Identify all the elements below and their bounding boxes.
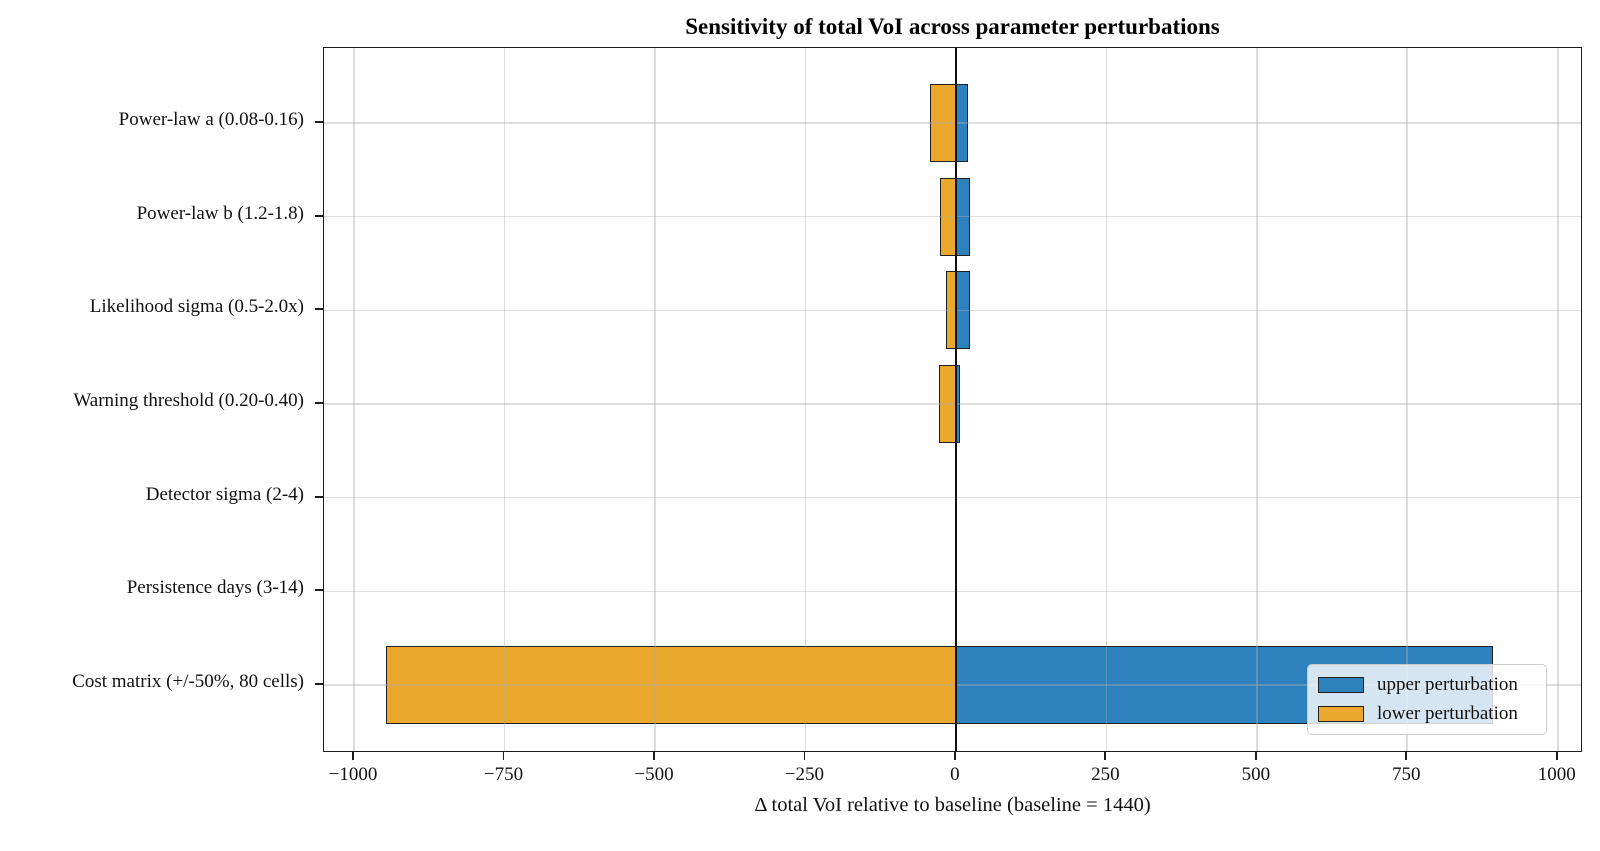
y-tick-label: Power-law a (0.08-0.16)	[118, 109, 304, 130]
grid-line-horizontal	[324, 684, 1581, 686]
y-tick-mark	[315, 683, 323, 685]
legend-label-upper: upper perturbation	[1377, 674, 1518, 695]
x-tick-label: 750	[1392, 764, 1421, 785]
x-tick-label: −1000	[328, 764, 378, 785]
y-tick-label: Cost matrix (+/-50%, 80 cells)	[72, 671, 304, 693]
plot-area	[323, 47, 1582, 752]
y-tick-mark	[315, 495, 323, 498]
grid-line-vertical	[654, 48, 656, 751]
x-tick-mark	[502, 752, 505, 760]
grid-line-vertical	[353, 48, 355, 751]
grid-line-vertical	[804, 48, 807, 751]
bar-lower	[385, 646, 956, 725]
x-tick-mark	[1104, 752, 1107, 760]
x-tick-mark	[1555, 752, 1558, 760]
y-tick-label: Persistence days (3-14)	[126, 577, 304, 599]
zero-line	[954, 48, 957, 751]
y-tick-mark	[315, 589, 323, 592]
grid-line-vertical	[1406, 48, 1409, 751]
legend-item-upper: upper perturbation	[1318, 674, 1536, 696]
x-tick-mark	[352, 752, 354, 760]
chart-title: Sensitivity of total VoI across paramete…	[685, 14, 1220, 39]
y-tick-mark	[315, 214, 323, 217]
bar-lower	[930, 84, 956, 162]
x-tick-mark	[1405, 752, 1408, 760]
legend-swatch-lower-icon	[1318, 706, 1364, 722]
x-tick-label: −500	[634, 764, 674, 785]
grid-line-horizontal	[324, 403, 1581, 405]
x-tick-mark	[653, 752, 655, 760]
x-tick-label: 250	[1091, 764, 1120, 785]
x-tick-mark	[1254, 752, 1257, 760]
legend: upper perturbation lower perturbation	[1307, 664, 1547, 735]
grid-line-horizontal	[324, 122, 1581, 124]
y-tick-label: Power-law b (1.2-1.8)	[136, 202, 304, 224]
grid-line-vertical	[1256, 48, 1258, 751]
x-tick-label: 1000	[1537, 764, 1576, 785]
y-tick-label: Warning threshold (0.20-0.40)	[73, 390, 304, 411]
grid-line-horizontal	[324, 215, 1581, 218]
grid-line-vertical	[1556, 48, 1559, 751]
legend-item-lower: lower perturbation	[1318, 703, 1536, 725]
y-tick-mark	[315, 308, 323, 311]
legend-swatch-upper-icon	[1318, 677, 1364, 693]
x-tick-mark	[954, 752, 956, 760]
y-tick-mark	[315, 121, 323, 123]
grid-line-horizontal	[324, 496, 1581, 499]
grid-line-horizontal	[324, 309, 1581, 312]
grid-line-horizontal	[324, 590, 1581, 593]
x-axis-label: Δ total VoI relative to baseline (baseli…	[754, 794, 1151, 816]
y-tick-mark	[315, 402, 323, 404]
y-tick-label: Detector sigma (2-4)	[145, 483, 304, 505]
y-tick-label: Likelihood sigma (0.5-2.0x)	[89, 296, 304, 318]
legend-label-lower: lower perturbation	[1377, 703, 1518, 724]
grid-line-vertical	[503, 48, 506, 751]
x-tick-mark	[803, 752, 806, 760]
x-tick-label: 0	[950, 764, 960, 785]
grid-line-vertical	[1105, 48, 1108, 751]
x-tick-label: 500	[1241, 764, 1271, 785]
x-tick-label: −750	[483, 764, 524, 785]
x-tick-label: −250	[784, 764, 825, 785]
